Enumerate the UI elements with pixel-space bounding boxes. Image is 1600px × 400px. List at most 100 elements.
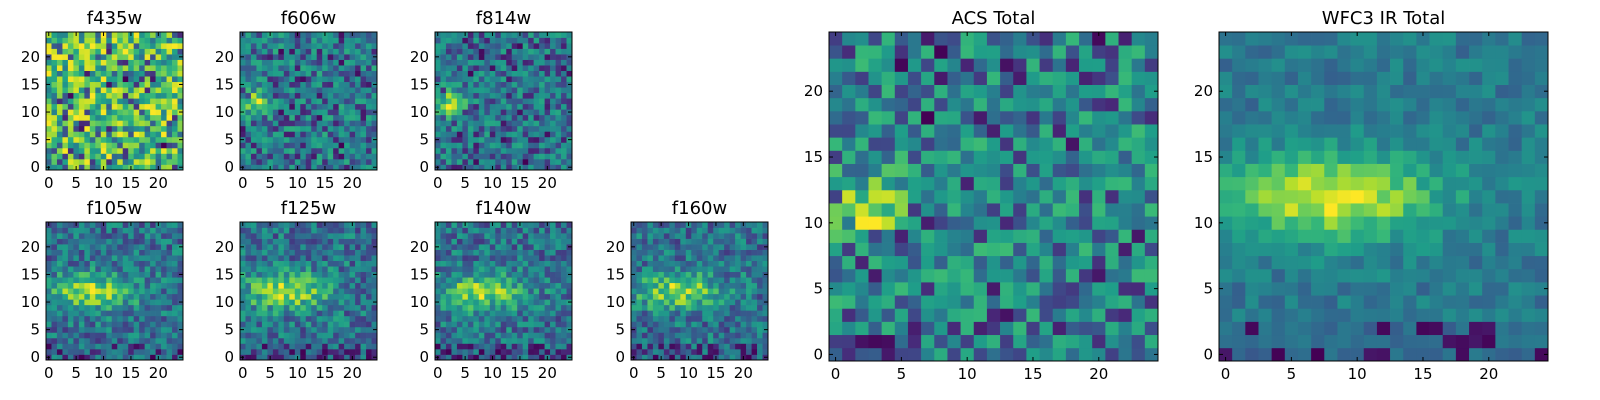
heatmap-cell	[349, 271, 356, 278]
heatmap-cell	[89, 277, 96, 284]
heatmap-cell	[283, 142, 290, 149]
heatmap-cell	[311, 249, 318, 256]
heatmap-cell	[95, 233, 102, 239]
heatmap-cell	[261, 158, 268, 165]
heatmap-cell	[1092, 334, 1106, 349]
heatmap-cell	[533, 343, 540, 350]
heatmap-cell	[166, 304, 173, 311]
heatmap-cell	[322, 65, 329, 71]
heatmap-cell	[707, 277, 714, 284]
heatmap-cell	[117, 142, 124, 149]
heatmap-cell	[702, 288, 709, 295]
heatmap-cell	[751, 266, 758, 273]
heatmap-cell	[240, 277, 246, 284]
heatmap-cell	[539, 76, 545, 83]
heatmap-cell	[62, 147, 69, 154]
heatmap-cell	[311, 103, 318, 110]
heatmap-cell	[117, 343, 124, 350]
heatmap-cell	[144, 153, 151, 160]
heatmap-cell	[316, 260, 323, 267]
heatmap-cell	[56, 277, 63, 284]
heatmap-cell	[161, 114, 167, 121]
heatmap-cell	[489, 59, 496, 66]
heatmap-cell	[451, 158, 458, 165]
heatmap-cell	[500, 332, 507, 339]
heatmap-cell	[272, 70, 279, 77]
heatmap-cell	[1144, 242, 1159, 257]
heatmap-cell	[133, 321, 140, 328]
heatmap-cell	[511, 315, 518, 322]
heatmap-cell	[240, 114, 246, 121]
heatmap-cell	[680, 299, 687, 306]
heatmap-cell	[106, 147, 113, 154]
heatmap-cell	[702, 244, 709, 250]
heatmap-cell	[685, 315, 692, 322]
heatmap-cell	[73, 103, 80, 110]
heatmap-cell	[344, 131, 350, 138]
heatmap-cell	[316, 310, 323, 317]
heatmap-cell	[702, 266, 709, 273]
heatmap-cell	[702, 354, 709, 361]
heatmap-cell	[533, 326, 540, 333]
heatmap-cell	[544, 43, 551, 49]
heatmap-cell	[829, 282, 843, 296]
panel-title: ACS Total	[952, 8, 1036, 29]
heatmap-cell	[445, 227, 452, 234]
heatmap-cell	[267, 238, 274, 245]
heatmap-cell	[278, 332, 285, 339]
heatmap-cell	[283, 32, 290, 38]
heatmap-cell	[311, 354, 318, 361]
heatmap-cell	[517, 348, 524, 355]
heatmap-cell	[360, 326, 367, 333]
heatmap-cell	[283, 260, 290, 267]
x-tick-label: 15	[121, 364, 140, 382]
heatmap-cell	[240, 233, 246, 239]
heatmap-cell	[62, 233, 69, 239]
heatmap-cell	[46, 282, 52, 289]
heatmap-cell	[106, 153, 113, 160]
heatmap-cell	[561, 233, 567, 239]
heatmap-cell	[685, 321, 692, 328]
heatmap-cell	[344, 120, 350, 127]
heatmap-cell	[762, 249, 769, 256]
heatmap-cell	[305, 131, 312, 138]
heatmap-cell	[522, 103, 529, 110]
heatmap-cell	[1092, 216, 1106, 230]
heatmap-cell	[283, 354, 290, 361]
heatmap-cell	[500, 288, 507, 295]
heatmap-cell	[641, 238, 648, 245]
heatmap-cell	[435, 304, 441, 311]
heatmap-cell	[740, 315, 747, 322]
heatmap-cell	[338, 114, 345, 121]
heatmap-cell	[669, 321, 676, 328]
heatmap-cell	[445, 76, 452, 83]
heatmap-cell	[517, 293, 524, 300]
heatmap-cell	[746, 332, 752, 339]
heatmap-cell	[647, 222, 654, 228]
heatmap-cell	[166, 37, 173, 44]
heatmap-cell	[67, 114, 74, 121]
heatmap-cell	[489, 227, 496, 234]
heatmap-cell	[506, 233, 513, 239]
heatmap-cell	[89, 48, 96, 55]
heatmap-cell	[746, 222, 752, 228]
heatmap-cell	[128, 125, 135, 132]
heatmap-cell	[500, 54, 507, 60]
heatmap-cell	[445, 343, 452, 350]
heatmap-cell	[155, 315, 162, 322]
heatmap-cell	[355, 109, 361, 116]
heatmap-cell	[973, 321, 988, 336]
heatmap-cell	[489, 326, 496, 333]
heatmap-cell	[522, 131, 529, 138]
heatmap-cell	[73, 266, 80, 273]
heatmap-cell	[267, 65, 274, 71]
heatmap-cell	[669, 249, 676, 256]
heatmap-cell	[155, 255, 162, 261]
heatmap-cell	[522, 147, 529, 154]
heatmap-cell	[445, 266, 452, 273]
heatmap-cell	[757, 249, 763, 256]
heatmap-cell	[566, 238, 573, 245]
heatmap-cell	[355, 321, 361, 328]
heatmap-cell	[316, 304, 323, 311]
heatmap-cell	[440, 233, 447, 239]
